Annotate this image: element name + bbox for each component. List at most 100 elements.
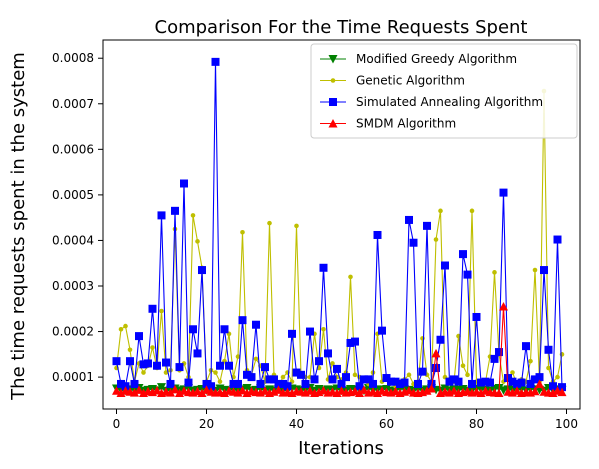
data-point: [508, 377, 517, 386]
data-point: [220, 388, 229, 398]
data-point: [319, 385, 328, 395]
data-point: [431, 348, 441, 358]
data-point: [360, 375, 368, 384]
data-point: [490, 354, 499, 363]
data-point: [301, 379, 310, 388]
legend-marker: [328, 55, 338, 64]
data-point: [373, 230, 382, 239]
data-point: [450, 375, 458, 384]
data-point: [112, 357, 121, 366]
data-point: [546, 365, 551, 371]
data-point: [391, 377, 400, 386]
y-tick-label: 0.0007: [52, 97, 94, 111]
data-point: [378, 326, 386, 335]
data-point: [260, 386, 270, 395]
data-point: [510, 370, 515, 375]
data-point: [315, 357, 323, 366]
data-point: [481, 377, 490, 386]
data-point: [548, 388, 558, 398]
data-point: [118, 326, 124, 332]
data-point: [369, 379, 377, 388]
data-point: [162, 358, 170, 367]
data-point: [373, 388, 382, 398]
data-point: [422, 386, 432, 395]
legend-box: [310, 43, 578, 139]
data-point: [330, 361, 335, 366]
data-point: [126, 357, 134, 366]
data-point: [486, 378, 494, 387]
data-point: [324, 349, 332, 358]
data-point: [220, 325, 229, 334]
data-point: [555, 374, 560, 380]
data-point: [297, 370, 305, 379]
data-point: [252, 320, 260, 329]
data-point: [130, 379, 139, 388]
data-point: [414, 379, 422, 388]
data-point: [127, 347, 133, 353]
data-point: [283, 382, 292, 391]
legend-label: SMDM Algorithm: [356, 117, 456, 131]
data-point: [427, 379, 436, 388]
y-tick-label: 0.0006: [52, 142, 94, 156]
data-point: [557, 387, 567, 397]
data-point: [197, 388, 207, 398]
data-point: [310, 375, 319, 384]
data-point: [116, 388, 126, 398]
legend-entry: Simulated Annealing Algorithm: [320, 95, 543, 109]
data-point: [270, 375, 278, 384]
data-point: [418, 367, 427, 376]
data-point: [242, 384, 252, 393]
y-tick-label: 0.0004: [52, 233, 94, 247]
legend-label: Modified Greedy Algorithm: [356, 52, 517, 66]
data-point: [189, 325, 197, 334]
data-point: [216, 361, 224, 370]
data-point: [513, 379, 521, 388]
data-point: [532, 267, 538, 273]
legend-entry: Genetic Algorithm: [320, 74, 465, 88]
data-point: [465, 372, 470, 378]
data-point: [499, 302, 508, 311]
data-point: [233, 388, 243, 397]
chart-title: Comparison For the Time Requests Spent: [155, 17, 528, 38]
data-point: [328, 375, 337, 384]
data-point: [213, 370, 218, 375]
data-point: [305, 386, 315, 395]
data-point: [438, 208, 443, 214]
y-tick-label: 0.0003: [52, 279, 94, 293]
data-point: [460, 363, 466, 369]
data-point: [427, 384, 436, 393]
data-point: [157, 211, 166, 220]
data-point: [355, 388, 364, 398]
data-point: [240, 229, 245, 235]
data-point: [267, 220, 272, 226]
data-point: [123, 323, 128, 329]
data-point: [469, 208, 475, 214]
data-point: [175, 388, 184, 398]
data-point: [423, 221, 431, 230]
data-point: [332, 388, 342, 398]
legend-entry: SMDM Algorithm: [320, 117, 456, 131]
data-point: [202, 379, 211, 388]
data-point: [406, 372, 412, 378]
legend-marker: [330, 78, 336, 83]
data-point: [459, 250, 467, 259]
data-point: [121, 382, 130, 391]
series-layer: [112, 57, 567, 398]
data-point: [144, 359, 152, 368]
data-point: [134, 385, 144, 394]
data-point: [166, 388, 175, 397]
data-point: [337, 379, 346, 388]
y-axis-label: The time requests spent in the system: [8, 52, 29, 401]
data-point: [207, 382, 215, 391]
x-tick-label: 20: [199, 417, 214, 431]
series-4: [112, 302, 567, 398]
y-tick-label: 0.0008: [52, 51, 94, 65]
data-point: [463, 270, 472, 279]
data-point: [265, 375, 274, 384]
data-point: [141, 370, 146, 375]
y-tick-label: 0.0002: [52, 325, 94, 339]
data-point: [190, 213, 196, 218]
x-tick-label: 100: [555, 417, 578, 431]
data-point: [319, 263, 328, 272]
data-point: [445, 377, 454, 386]
